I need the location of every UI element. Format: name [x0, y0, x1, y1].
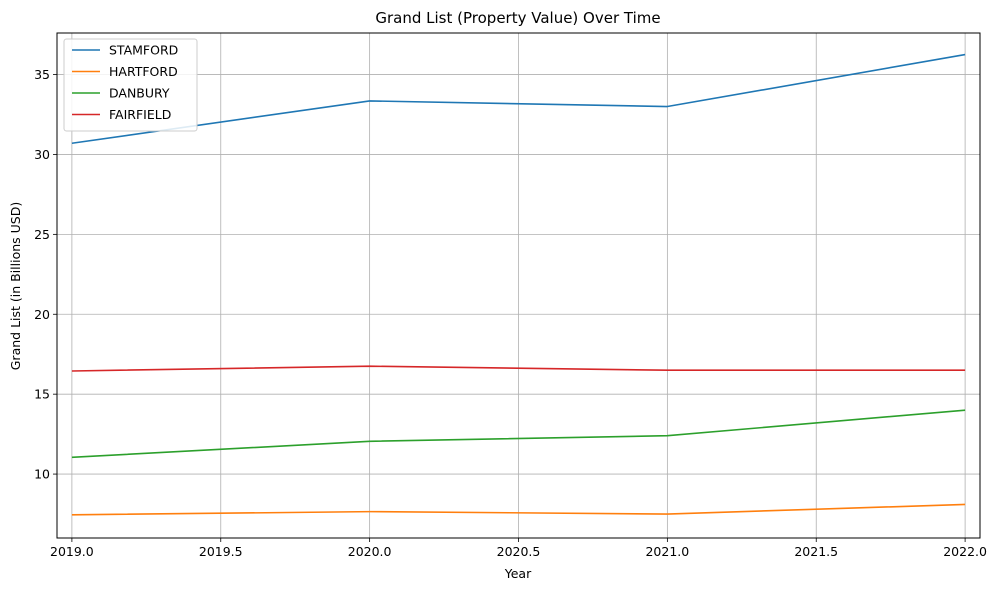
series-lines [71, 53, 966, 516]
x-tick-label: 2021.0 [645, 544, 689, 559]
x-axis-ticks: 2019.0 2019.5 2020.0 2020.5 2021.0 2021.5 2022… [50, 538, 987, 559]
series-line-stamford [71, 53, 966, 145]
grid-lines [57, 33, 980, 538]
legend-box [63, 38, 198, 132]
y-tick-label: 30 [34, 147, 50, 162]
chart-title: Grand List (Property Value) Over Time [375, 9, 660, 27]
y-axis-ticks: 10 15 20 25 30 35 [34, 67, 57, 482]
legend-label: FAIRFIELD [109, 107, 171, 122]
x-tick-label: 2019.5 [199, 544, 243, 559]
x-axis-title: Year [504, 566, 532, 581]
x-tick-label: 2020.0 [348, 544, 392, 559]
y-tick-label: 20 [34, 307, 50, 322]
y-axis-title: Grand List (in Billions USD) [8, 202, 23, 371]
x-tick-label: 2022.0 [943, 544, 987, 559]
legend-label: STAMFORD [109, 43, 178, 58]
series-line-hartford [71, 503, 966, 516]
y-tick-label: 35 [34, 67, 50, 82]
x-tick-label: 2020.5 [497, 544, 541, 559]
legend: STAMFORD HARTFORD DANBURY FAIRFIELD [63, 38, 198, 132]
series-line-danbury [71, 409, 966, 459]
x-tick-label: 2021.5 [794, 544, 838, 559]
legend-label: HARTFORD [109, 64, 178, 79]
series-line-fairfield [71, 365, 966, 372]
y-tick-label: 10 [34, 467, 50, 482]
x-tick-label: 2019.0 [50, 544, 94, 559]
legend-label: DANBURY [109, 86, 170, 101]
y-tick-label: 25 [34, 227, 50, 242]
y-tick-label: 15 [34, 387, 50, 402]
